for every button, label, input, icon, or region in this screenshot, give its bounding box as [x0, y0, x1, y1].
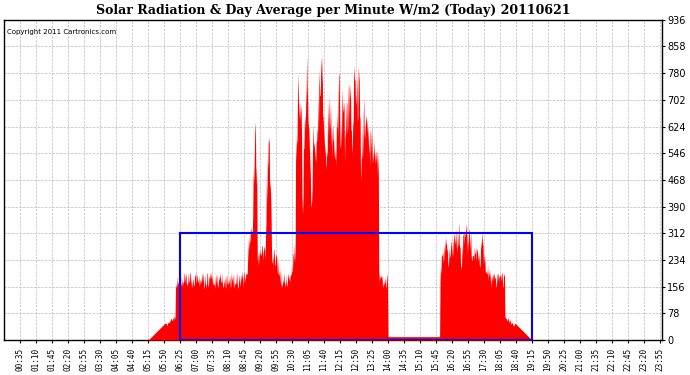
Text: Copyright 2011 Cartronics.com: Copyright 2011 Cartronics.com [8, 29, 117, 35]
Title: Solar Radiation & Day Average per Minute W/m2 (Today) 20110621: Solar Radiation & Day Average per Minute… [96, 4, 570, 17]
Bar [180, 233, 532, 340]
